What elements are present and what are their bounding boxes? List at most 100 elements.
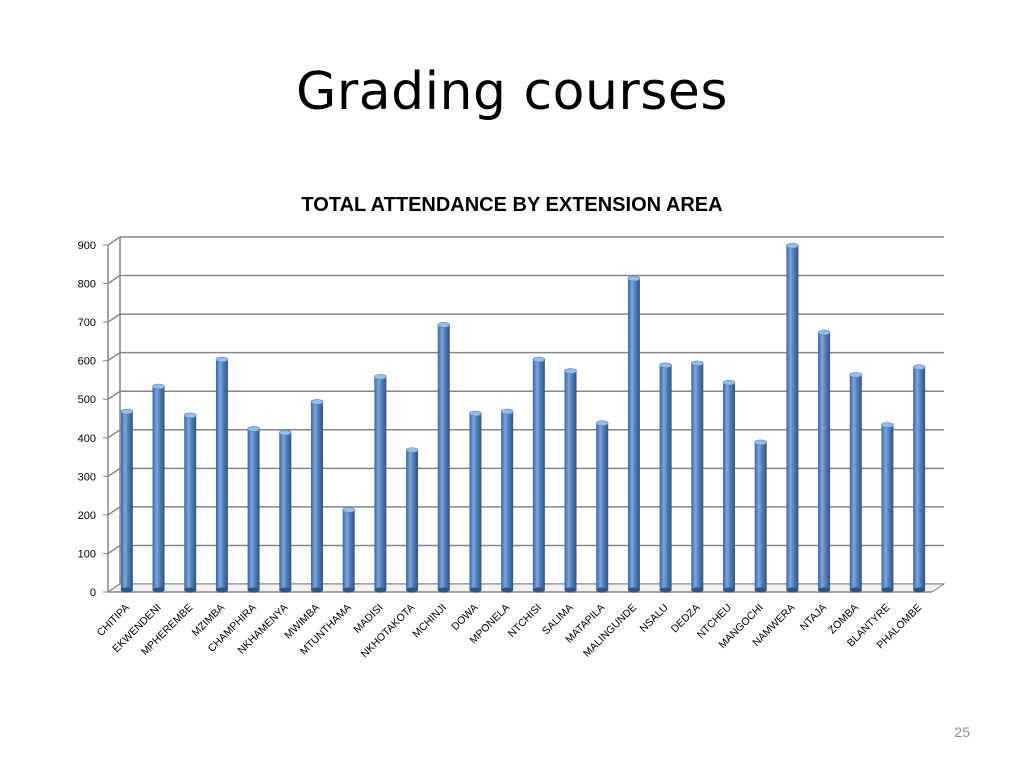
bar: [754, 439, 767, 593]
bar-base: [913, 587, 926, 593]
gridline: [107, 236, 121, 246]
bar-body: [881, 425, 894, 590]
bar-top: [627, 275, 641, 282]
bar: [247, 426, 260, 593]
bar: [849, 372, 863, 593]
bar-body: [120, 411, 133, 590]
bar-body: [691, 363, 704, 590]
chart-title: TOTAL ATTENDANCE BY EXTENSION AREA: [301, 194, 723, 216]
bar: [183, 412, 197, 593]
bar-base: [406, 587, 419, 593]
bar-base: [627, 587, 640, 593]
bar-base: [152, 587, 165, 593]
bar-top: [405, 447, 419, 453]
bar-base: [437, 587, 450, 593]
bar-top: [437, 322, 451, 328]
bar-base: [501, 587, 514, 593]
bar-base: [469, 587, 482, 593]
gridline: [107, 506, 121, 516]
bar: [691, 360, 704, 593]
bar-body: [627, 278, 640, 590]
bar-top: [912, 364, 926, 371]
bar-body: [564, 371, 577, 590]
bar: [722, 379, 736, 593]
bar-body: [247, 428, 260, 590]
bar: [152, 383, 165, 593]
bar-top: [342, 507, 355, 513]
y-tick-label: 800: [78, 279, 96, 291]
bar-base: [786, 587, 799, 593]
bar-base: [311, 587, 323, 593]
bar-top: [500, 408, 514, 415]
gridline: [107, 467, 121, 477]
bar-body: [532, 359, 545, 590]
y-tick-label: 0: [90, 587, 96, 599]
bar-top: [722, 379, 736, 386]
bar-body: [437, 324, 450, 590]
y-tick-label: 100: [78, 548, 96, 560]
y-tick-label: 600: [78, 356, 96, 368]
bar-base: [120, 587, 133, 593]
gridline: [107, 390, 121, 400]
bar-top: [564, 368, 577, 374]
bar-top: [691, 360, 704, 367]
bar-body: [818, 332, 831, 590]
bar-body: [723, 382, 735, 590]
bar-top: [469, 410, 482, 417]
bar-top: [215, 356, 229, 363]
bar: [595, 420, 609, 593]
bar-base: [818, 587, 831, 593]
x-tick-label: NTCHISI: [506, 602, 544, 640]
bar-base: [532, 587, 545, 593]
x-tick-labels: CHITIPAEKWENDENIMPHEREMBEMZIMBACHAMPHIRA…: [95, 602, 925, 661]
bar: [120, 408, 134, 593]
bar-base: [849, 587, 862, 593]
bar-body: [342, 509, 355, 590]
x-tick-label: NTAJA: [798, 602, 829, 633]
bar-top: [183, 412, 197, 419]
bar-base: [247, 587, 260, 593]
bar: [817, 329, 831, 593]
bar-body: [279, 432, 292, 590]
bar-body: [786, 245, 799, 591]
bar-top: [817, 329, 831, 336]
bar: [469, 410, 482, 593]
bar-body: [596, 423, 609, 590]
gridline: [107, 274, 121, 285]
bar: [627, 275, 641, 593]
bar-body: [406, 450, 419, 590]
bar: [532, 356, 546, 593]
bar-top: [532, 356, 546, 363]
bar-body: [311, 401, 323, 590]
bar-body: [469, 413, 482, 590]
y-tick-label: 500: [78, 394, 96, 406]
bar-base: [754, 587, 767, 593]
bars: [120, 242, 926, 593]
bar-body: [152, 386, 165, 590]
bar: [215, 356, 229, 593]
bar-base: [564, 587, 577, 593]
bar: [310, 399, 324, 593]
bar: [659, 362, 672, 593]
bar: [786, 242, 799, 593]
bar-top: [849, 372, 863, 378]
bar: [374, 374, 387, 593]
bar-base: [723, 587, 735, 593]
bar-top: [247, 426, 260, 432]
bar-body: [754, 442, 767, 590]
bar-top: [310, 399, 324, 405]
bar-top: [120, 408, 134, 415]
gridline: [107, 352, 121, 362]
bar-body: [215, 359, 228, 590]
bar: [564, 368, 577, 593]
bar-base: [184, 587, 197, 593]
x-tick-label: NSALU: [637, 602, 670, 635]
axes: [103, 237, 946, 593]
bar-base: [691, 587, 704, 593]
y-tick-label: 700: [78, 317, 96, 329]
bar: [437, 322, 451, 593]
bar-base: [215, 587, 228, 593]
bar-body: [913, 367, 926, 590]
slide-title: Grading courses: [296, 62, 728, 122]
